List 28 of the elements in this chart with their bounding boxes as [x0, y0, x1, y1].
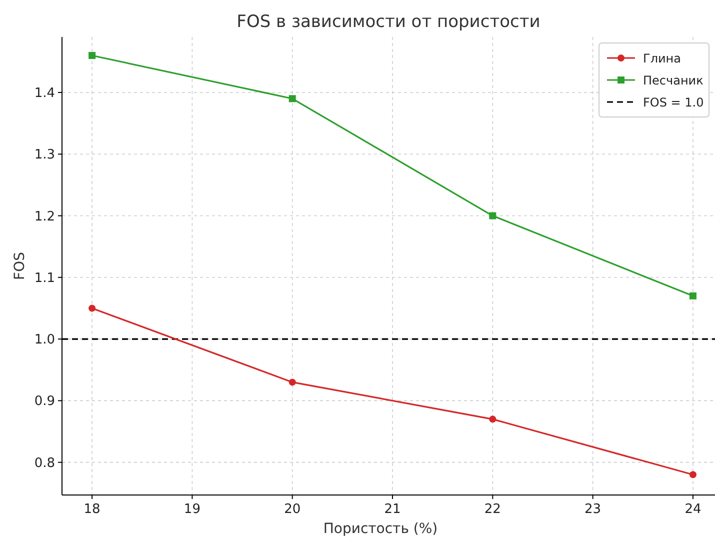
y-tick-label: 1.3 [34, 148, 55, 163]
point [88, 52, 96, 59]
y-tick-label: 1.4 [34, 86, 55, 101]
x-tick-label: 23 [584, 502, 602, 517]
point [88, 304, 96, 312]
x-tick-label: 20 [284, 502, 301, 517]
x-tick-label: 19 [184, 502, 200, 517]
x-axis-title: Пористость (%) [323, 521, 438, 537]
point [489, 212, 496, 220]
x-tick-label: 18 [84, 502, 100, 517]
point [689, 292, 696, 300]
y-tick-label: 1.0 [34, 332, 55, 348]
chart-title: FOS в зависимости от пористости [236, 12, 540, 32]
point [288, 95, 296, 102]
legend-label: FOS = 1.0 [643, 96, 704, 110]
legend-label: Песчаник [643, 74, 704, 88]
x-tick-label: 21 [384, 502, 401, 517]
y-tick-label: 0.9 [34, 394, 55, 410]
legend-label: Глина [643, 52, 681, 66]
y-tick-label: 1.1 [34, 270, 55, 286]
point [689, 471, 696, 478]
y-tick-label: 1.2 [34, 209, 55, 224]
y-tick-label: 0.8 [34, 456, 55, 471]
y-axis-title: FOS [12, 252, 28, 280]
point [489, 416, 496, 423]
x-tick-label: 22 [484, 502, 501, 517]
x-tick-label: 24 [684, 502, 702, 517]
point [288, 378, 296, 386]
